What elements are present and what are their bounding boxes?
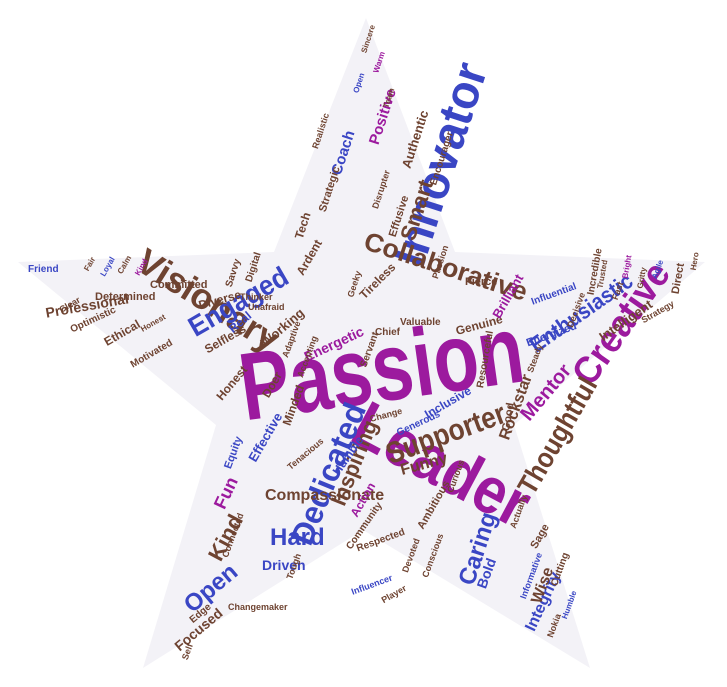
word-hard: Hard bbox=[270, 524, 325, 551]
word-friend: Friend bbox=[28, 264, 59, 275]
word-determined: Determined bbox=[95, 291, 156, 303]
word-hero: Hero bbox=[689, 251, 701, 271]
word-player: Player bbox=[380, 583, 409, 605]
word-compassionate: Compassionate bbox=[265, 487, 384, 504]
word-good: Good bbox=[500, 402, 517, 432]
word-chief: Chief bbox=[375, 327, 401, 338]
word-valuable: Valuable bbox=[400, 317, 441, 328]
word-bright: Bright bbox=[621, 254, 634, 279]
word-driven: Driven bbox=[262, 557, 306, 573]
word-unafraid: Unafraid bbox=[248, 302, 285, 312]
word-direct: Direct bbox=[670, 262, 687, 295]
word-changemaker: Changemaker bbox=[228, 602, 288, 612]
word-fierce: Fierce bbox=[465, 276, 497, 288]
word-thinker: Thinker bbox=[240, 292, 273, 302]
word-committed: Committed bbox=[150, 279, 207, 291]
word-gritty: Gritty bbox=[636, 266, 649, 289]
star-shape bbox=[18, 18, 705, 668]
